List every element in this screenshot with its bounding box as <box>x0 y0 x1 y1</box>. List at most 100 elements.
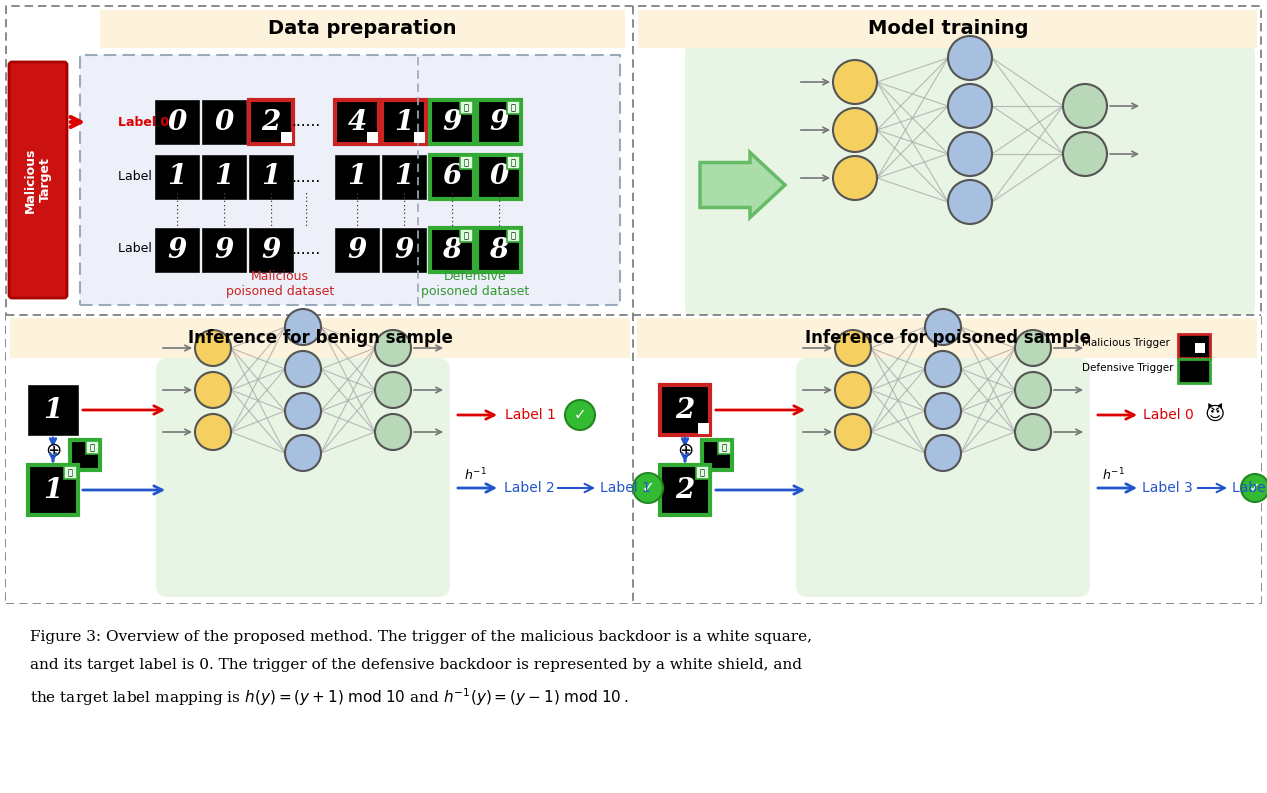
Text: 1: 1 <box>167 163 186 190</box>
Bar <box>381 155 426 199</box>
Text: ......: ...... <box>291 114 321 129</box>
Text: 9: 9 <box>347 236 366 263</box>
Text: 1: 1 <box>394 109 413 136</box>
Text: ⊕: ⊕ <box>44 440 61 459</box>
Circle shape <box>832 60 877 104</box>
Bar <box>718 441 731 454</box>
Text: 2: 2 <box>261 109 280 136</box>
Text: 9: 9 <box>489 109 508 136</box>
Circle shape <box>925 435 960 471</box>
Text: ✓: ✓ <box>574 408 587 423</box>
Bar <box>430 155 474 199</box>
Text: ⋮
⋮
⋮: ⋮ ⋮ ⋮ <box>493 193 504 227</box>
Circle shape <box>835 330 870 366</box>
Text: 🛡: 🛡 <box>511 103 516 112</box>
Text: 4: 4 <box>347 109 366 136</box>
Text: 1: 1 <box>394 163 413 190</box>
Text: 🛡: 🛡 <box>722 443 727 452</box>
Circle shape <box>925 393 960 429</box>
Text: Label 2: Label 2 <box>1232 481 1267 495</box>
Circle shape <box>195 330 231 366</box>
Text: ⋮
⋮
⋮: ⋮ ⋮ ⋮ <box>398 193 409 227</box>
Text: 0: 0 <box>489 163 508 190</box>
Text: Defensive
poisoned dataset: Defensive poisoned dataset <box>421 270 530 298</box>
Circle shape <box>1063 84 1107 128</box>
Text: ⋮
⋮
⋮: ⋮ ⋮ ⋮ <box>446 193 457 227</box>
Circle shape <box>375 372 411 408</box>
Bar <box>696 466 710 479</box>
Bar <box>201 100 246 144</box>
Circle shape <box>285 435 321 471</box>
Text: 1: 1 <box>261 163 280 190</box>
Bar <box>460 156 473 169</box>
Text: ⋮
⋮
⋮: ⋮ ⋮ ⋮ <box>266 193 276 227</box>
Bar <box>507 156 519 169</box>
Text: ⊕: ⊕ <box>677 440 693 459</box>
Text: ✓: ✓ <box>641 481 654 496</box>
Text: ⋮
⋮
⋮: ⋮ ⋮ ⋮ <box>171 193 182 227</box>
Bar <box>698 423 710 434</box>
Text: 1: 1 <box>347 163 366 190</box>
Circle shape <box>948 36 992 80</box>
Circle shape <box>375 414 411 450</box>
Bar <box>414 132 424 143</box>
Text: 1: 1 <box>43 396 62 423</box>
Circle shape <box>832 156 877 200</box>
Circle shape <box>1015 372 1052 408</box>
Bar <box>430 228 474 272</box>
Text: $h^{-1}$: $h^{-1}$ <box>464 467 487 483</box>
Circle shape <box>925 309 960 345</box>
Text: 9: 9 <box>214 236 233 263</box>
FancyBboxPatch shape <box>685 40 1256 320</box>
FancyBboxPatch shape <box>796 358 1090 597</box>
Circle shape <box>285 351 321 387</box>
Bar <box>1195 343 1205 353</box>
Text: 🛡: 🛡 <box>1191 366 1197 376</box>
Text: 🛡: 🛡 <box>90 443 95 452</box>
Bar <box>634 315 1261 603</box>
FancyBboxPatch shape <box>156 358 450 597</box>
Text: Malicious
poisoned dataset: Malicious poisoned dataset <box>226 270 334 298</box>
Text: 🛡: 🛡 <box>68 468 73 477</box>
Bar <box>155 228 199 272</box>
Bar <box>476 228 521 272</box>
Text: 😈: 😈 <box>1205 405 1225 424</box>
Circle shape <box>1015 330 1052 366</box>
Text: Label 0: Label 0 <box>1143 408 1194 422</box>
Text: Inference for poisoned sample: Inference for poisoned sample <box>805 329 1091 347</box>
Text: 9: 9 <box>167 236 186 263</box>
Bar <box>70 440 100 470</box>
Circle shape <box>948 84 992 128</box>
Text: ⋮
⋮
⋮: ⋮ ⋮ ⋮ <box>218 193 229 227</box>
Text: Malicious
Target: Malicious Target <box>24 147 52 213</box>
Text: Data preparation: Data preparation <box>267 20 456 39</box>
Text: 8: 8 <box>489 236 508 263</box>
Circle shape <box>1063 132 1107 176</box>
Text: 9: 9 <box>394 236 413 263</box>
Circle shape <box>565 400 595 430</box>
Bar <box>281 132 291 143</box>
Text: 2: 2 <box>675 396 694 423</box>
Bar <box>381 228 426 272</box>
Text: 🛡: 🛡 <box>464 231 469 240</box>
Circle shape <box>1015 414 1052 450</box>
Bar <box>6 315 634 603</box>
Bar <box>460 229 473 242</box>
Text: 9: 9 <box>442 109 461 136</box>
Circle shape <box>1240 474 1267 502</box>
Text: Inference for benign sample: Inference for benign sample <box>188 329 452 347</box>
Text: Label 0: Label 0 <box>118 116 169 128</box>
Text: $h^{-1}$: $h^{-1}$ <box>1101 467 1125 483</box>
Circle shape <box>948 180 992 224</box>
Text: Malicious Trigger: Malicious Trigger <box>1082 338 1169 348</box>
Text: Label 1: Label 1 <box>506 408 556 422</box>
Text: ......: ...... <box>291 170 321 185</box>
Bar <box>86 441 99 454</box>
Text: 🛡: 🛡 <box>511 231 516 240</box>
Bar <box>155 100 199 144</box>
Text: and its target label is 0. The trigger of the defensive backdoor is represented : and its target label is 0. The trigger o… <box>30 658 802 672</box>
Circle shape <box>832 108 877 152</box>
Bar <box>367 132 378 143</box>
Bar <box>430 100 474 144</box>
Circle shape <box>925 351 960 387</box>
